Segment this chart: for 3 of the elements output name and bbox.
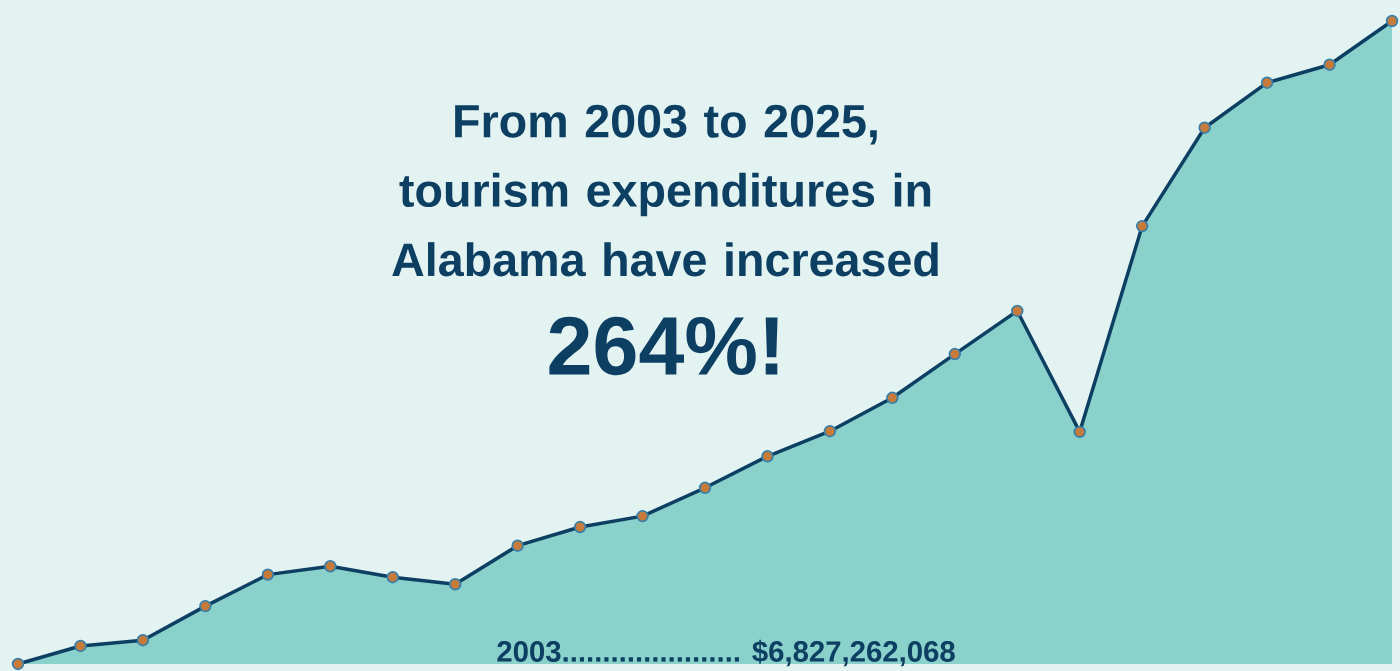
- annotation: 2003...................... $6,827,262,068: [497, 639, 955, 667]
- text: From 2003 to 2025, tourism expenditures in Alabama have increased: [392, 104, 938, 277]
- text: 264%!: [549, 316, 778, 376]
